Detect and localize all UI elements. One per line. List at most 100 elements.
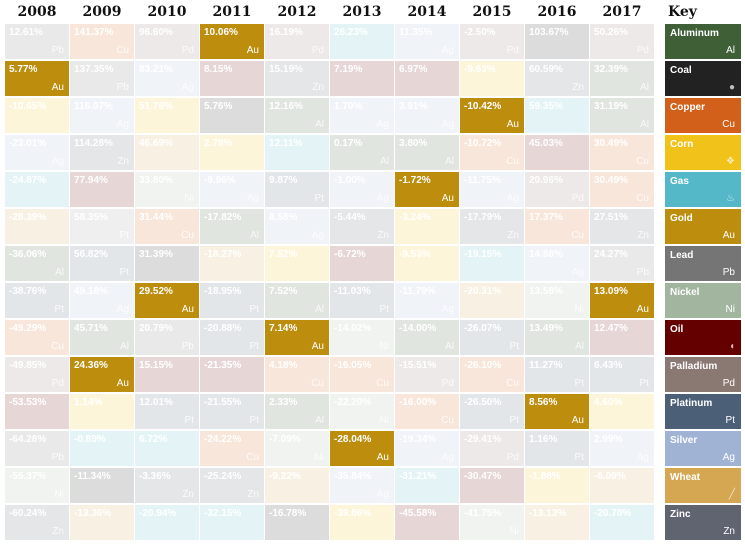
quilt-cell[interactable]: 83.21% Ag <box>135 61 199 96</box>
quilt-cell[interactable]: -25.24% Zn <box>200 468 264 503</box>
quilt-cell[interactable]: 12.01% Pt <box>135 394 199 429</box>
quilt-cell[interactable]: -9.96% Ag <box>200 172 264 207</box>
quilt-cell[interactable]: -14.02% Ni <box>330 320 394 355</box>
quilt-cell[interactable]: -45.58% <box>395 505 459 540</box>
quilt-cell[interactable]: -1.00% Ag <box>330 172 394 207</box>
quilt-cell[interactable]: -24.87% <box>5 172 69 207</box>
quilt-cell[interactable]: 6.97% <box>395 61 459 96</box>
quilt-cell[interactable]: -38.76% Pt <box>5 283 69 318</box>
quilt-cell[interactable]: 17.37% Cu <box>525 209 589 244</box>
quilt-cell[interactable]: 4.18% Cu <box>265 357 329 392</box>
quilt-cell[interactable]: -23.01% Ag <box>5 135 69 170</box>
quilt-cell[interactable]: 6.72% <box>135 431 199 466</box>
quilt-cell[interactable]: 7.19% <box>330 61 394 96</box>
quilt-cell[interactable]: -18.27% <box>200 246 264 281</box>
quilt-cell[interactable]: 30.49% Cu <box>590 172 654 207</box>
quilt-cell[interactable]: 1.70% Ag <box>330 98 394 133</box>
quilt-cell[interactable]: -22.20% Ni <box>330 394 394 429</box>
quilt-cell[interactable]: -26.07% Pt <box>460 320 524 355</box>
quilt-cell[interactable]: 15.15% <box>135 357 199 392</box>
quilt-cell[interactable]: -11.79% Ag <box>395 283 459 318</box>
quilt-cell[interactable]: 116.07% Ag <box>70 98 134 133</box>
quilt-cell[interactable]: -53.53% <box>5 394 69 429</box>
quilt-cell[interactable]: 12.16% Al <box>265 98 329 133</box>
quilt-cell[interactable]: 31.19% Al <box>590 98 654 133</box>
quilt-cell[interactable]: -7.09% Ni <box>265 431 329 466</box>
quilt-cell[interactable]: -20.94% <box>135 505 199 540</box>
quilt-cell[interactable]: -31.21% <box>395 468 459 503</box>
quilt-cell[interactable]: 51.76% <box>135 98 199 133</box>
quilt-cell[interactable]: 141.37% Cu <box>70 24 134 59</box>
quilt-cell[interactable]: 8.56% Au <box>525 394 589 429</box>
quilt-cell[interactable]: 7.52% Al <box>265 283 329 318</box>
quilt-cell[interactable]: -20.88% Pt <box>200 320 264 355</box>
quilt-cell[interactable]: -49.29% Cu <box>5 320 69 355</box>
quilt-cell[interactable]: -15.51% Pd <box>395 357 459 392</box>
quilt-cell[interactable]: 16.19% Pd <box>265 24 329 59</box>
quilt-cell[interactable]: 50.26% Pd <box>590 24 654 59</box>
quilt-cell[interactable]: -9.22% <box>265 468 329 503</box>
quilt-cell[interactable]: -11.03% Pt <box>330 283 394 318</box>
quilt-cell[interactable]: -13.13% <box>525 505 589 540</box>
quilt-cell[interactable]: 13.49% Al <box>525 320 589 355</box>
quilt-cell[interactable]: 2.99% Ag <box>590 431 654 466</box>
quilt-cell[interactable]: 8.15% <box>200 61 264 96</box>
quilt-cell[interactable]: 77.94% <box>70 172 134 207</box>
quilt-cell[interactable]: 15.19% Zn <box>265 61 329 96</box>
quilt-cell[interactable]: 7.14% Au <box>265 320 329 355</box>
quilt-cell[interactable]: -3.24% <box>395 209 459 244</box>
quilt-cell[interactable]: -41.75% Ni <box>460 505 524 540</box>
quilt-cell[interactable]: 24.36% Au <box>70 357 134 392</box>
quilt-cell[interactable]: -21.55% Pt <box>200 394 264 429</box>
quilt-cell[interactable]: -30.47% <box>460 468 524 503</box>
quilt-cell[interactable]: -9.53% <box>395 246 459 281</box>
quilt-cell[interactable]: 6.43% Pt <box>590 357 654 392</box>
quilt-cell[interactable]: -10.65% <box>5 98 69 133</box>
quilt-cell[interactable]: -10.72% Cu <box>460 135 524 170</box>
quilt-cell[interactable]: -3.36% Zn <box>135 468 199 503</box>
quilt-cell[interactable]: 56.82% Pt <box>70 246 134 281</box>
quilt-cell[interactable]: 9.87% Pt <box>265 172 329 207</box>
quilt-cell[interactable]: -35.84% Ag <box>330 468 394 503</box>
quilt-cell[interactable]: 3.91% Ag <box>395 98 459 133</box>
quilt-cell[interactable]: -16.00% Cu <box>395 394 459 429</box>
quilt-cell[interactable]: -20.31% <box>460 283 524 318</box>
quilt-cell[interactable]: 20.96% Pd <box>525 172 589 207</box>
quilt-cell[interactable]: -13.36% <box>70 505 134 540</box>
quilt-cell[interactable]: 12.61% Pb <box>5 24 69 59</box>
quilt-cell[interactable]: 11.27% Pt <box>525 357 589 392</box>
quilt-cell[interactable]: -21.35% <box>200 357 264 392</box>
quilt-cell[interactable]: 20.79% Pb <box>135 320 199 355</box>
quilt-cell[interactable]: -26.50% Pt <box>460 394 524 429</box>
quilt-cell[interactable]: -6.09% <box>590 468 654 503</box>
quilt-cell[interactable]: 5.77% Au <box>5 61 69 96</box>
quilt-cell[interactable]: -17.82% Al <box>200 209 264 244</box>
quilt-cell[interactable]: 5.76% <box>200 98 264 133</box>
quilt-cell[interactable]: 24.27% Pb <box>590 246 654 281</box>
quilt-cell[interactable]: 114.28% Zn <box>70 135 134 170</box>
quilt-cell[interactable]: -10.42% Au <box>460 98 524 133</box>
quilt-cell[interactable]: 4.60% <box>590 394 654 429</box>
quilt-cell[interactable]: 58.35% Pt <box>70 209 134 244</box>
quilt-cell[interactable]: -11.75% Ag <box>460 172 524 207</box>
quilt-cell[interactable]: 0.17% Al <box>330 135 394 170</box>
quilt-cell[interactable]: -14.00% Al <box>395 320 459 355</box>
quilt-cell[interactable]: 59.35% <box>525 98 589 133</box>
quilt-cell[interactable]: 2.79% <box>200 135 264 170</box>
quilt-cell[interactable]: 31.39% <box>135 246 199 281</box>
quilt-cell[interactable]: -26.10% Cu <box>460 357 524 392</box>
quilt-cell[interactable]: 31.44% Cu <box>135 209 199 244</box>
quilt-cell[interactable]: 14.86% Ag <box>525 246 589 281</box>
quilt-cell[interactable]: 26.23% <box>330 24 394 59</box>
quilt-cell[interactable]: -18.95% Pt <box>200 283 264 318</box>
quilt-cell[interactable]: 96.60% Pd <box>135 24 199 59</box>
quilt-cell[interactable]: -1.88% <box>525 468 589 503</box>
quilt-cell[interactable]: -9.63% <box>460 61 524 96</box>
quilt-cell[interactable]: 33.80% Ni <box>135 172 199 207</box>
quilt-cell[interactable]: -60.24% Zn <box>5 505 69 540</box>
quilt-cell[interactable]: 45.71% Al <box>70 320 134 355</box>
quilt-cell[interactable]: 60.59% Zn <box>525 61 589 96</box>
quilt-cell[interactable]: 12.11% <box>265 135 329 170</box>
quilt-cell[interactable]: 10.06% Au <box>200 24 264 59</box>
quilt-cell[interactable]: 1.14% <box>70 394 134 429</box>
